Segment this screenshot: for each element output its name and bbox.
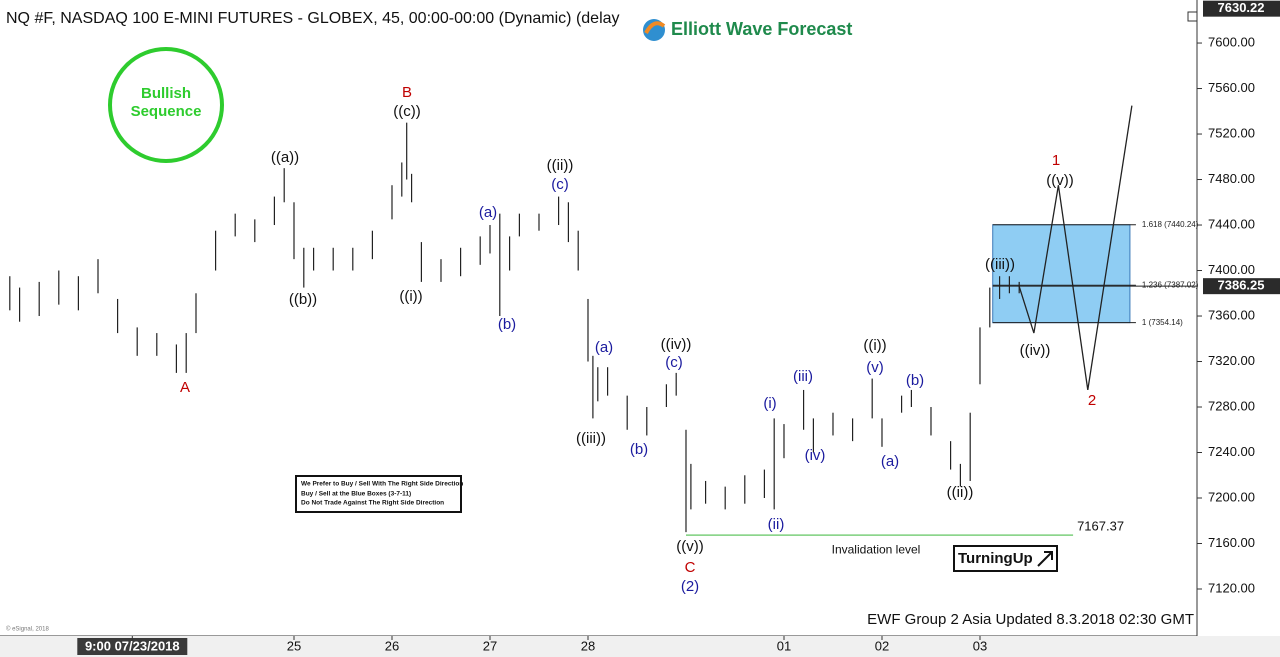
fib-label: 1.236 (7387.02): [1142, 280, 1199, 289]
x-tick-label: 03: [973, 638, 987, 653]
copyright: © eSignal, 2018: [6, 626, 49, 633]
logo-arrow: [1037, 551, 1053, 567]
x-tick-label: 01: [777, 638, 791, 653]
wave-label: ((ii)): [947, 484, 974, 501]
wave-label: ((v)): [1046, 172, 1073, 189]
badge-circle: [108, 47, 224, 163]
wave-label: ((a)): [271, 149, 299, 166]
wave-label: ((b)): [289, 291, 317, 308]
y-tick-label: 7480.00: [1208, 171, 1255, 186]
note-text: Buy / Sell at the Blue Boxes (3-7-11): [301, 491, 411, 498]
price-tag-label: 7630.22: [1218, 0, 1265, 15]
wave-label: C: [685, 559, 696, 576]
wave-label: 2: [1088, 392, 1096, 409]
fib-label: 1 (7354.14): [1142, 318, 1183, 327]
wave-label: B: [402, 84, 412, 101]
note-text: We Prefer to Buy / Sell With The Right S…: [301, 481, 463, 488]
projection-path: [1018, 105, 1133, 391]
price-tag-label: 7386.25: [1218, 278, 1265, 293]
y-tick-label: 7120.00: [1208, 580, 1255, 595]
wave-label: (a): [479, 204, 497, 221]
logo-box: [953, 545, 1058, 572]
badge-text: Sequence: [131, 103, 202, 120]
wave-label: ((c)): [393, 103, 420, 120]
wave-label: (b): [906, 372, 924, 389]
wave-label: ((ii)): [547, 157, 574, 174]
x-tick-label: 25: [287, 638, 301, 653]
invalidation-value: 7167.37: [1077, 519, 1124, 534]
wave-label: (v): [866, 359, 884, 376]
wave-label: ((iv)): [661, 336, 692, 353]
wave-label: (a): [881, 453, 899, 470]
y-tick-label: 7240.00: [1208, 444, 1255, 459]
x-tick-highlight: [77, 638, 188, 655]
fib-label: 1.618 (7440.24): [1142, 220, 1199, 229]
wave-label: ((iv)): [1020, 342, 1051, 359]
wave-label: (c): [665, 354, 683, 371]
note-box: [295, 475, 462, 513]
y-tick-label: 7280.00: [1208, 398, 1255, 413]
wave-label: ((i)): [399, 288, 422, 305]
wave-label: ((v)): [676, 538, 703, 555]
brand: Elliott Wave Forecast: [671, 19, 852, 39]
window-icon[interactable]: [1187, 11, 1198, 22]
wave-label: (c): [551, 176, 569, 193]
wave-label: ((i)): [863, 337, 886, 354]
x-tick-label: 27: [483, 638, 497, 653]
x-tick-label: 02: [875, 638, 889, 653]
y-tick-label: 7320.00: [1208, 353, 1255, 368]
price-tag: [1203, 278, 1280, 295]
x-tick-label: 9:00 07/23/2018: [85, 638, 180, 653]
wave-label: 1: [1052, 152, 1060, 169]
y-tick-label: 7560.00: [1208, 80, 1255, 95]
wave-label: (iv): [805, 447, 826, 464]
wave-label: (iii): [793, 368, 813, 385]
y-tick-label: 7520.00: [1208, 125, 1255, 140]
y-tick-label: 7160.00: [1208, 535, 1255, 550]
wave-label: (b): [498, 316, 516, 333]
note-text: Do Not Trade Against The Right Side Dire…: [301, 500, 444, 507]
wave-label: ((iii)): [576, 430, 606, 447]
y-tick-label: 7440.00: [1208, 216, 1255, 231]
wave-label: (b): [630, 441, 648, 458]
x-tick-label: 28: [581, 638, 595, 653]
chart-title: NQ #F, NASDAQ 100 E-MINI FUTURES - GLOBE…: [6, 10, 620, 27]
brand-bg: [640, 10, 872, 46]
brand-icon: [644, 21, 666, 34]
wave-label: (ii): [768, 516, 785, 533]
y-tick-label: 7360.00: [1208, 307, 1255, 322]
price-tag: [1203, 0, 1280, 17]
x-axis-bar: [0, 636, 1280, 657]
badge-text: Bullish: [141, 85, 191, 102]
wave-label: (i): [763, 395, 776, 412]
y-tick-label: 7600.00: [1208, 34, 1255, 49]
wave-label: A: [180, 379, 190, 396]
y-tick-label: 7400.00: [1208, 262, 1255, 277]
y-tick-label: 7200.00: [1208, 489, 1255, 504]
x-tick-label: 26: [385, 638, 399, 653]
invalidation-text: Invalidation level: [832, 542, 921, 556]
wave-label: (a): [595, 339, 613, 356]
footer: EWF Group 2 Asia Updated 8.3.2018 02:30 …: [867, 611, 1194, 628]
blue-box: [992, 224, 1131, 324]
logo: TurningUp: [958, 550, 1033, 567]
wave-label: ((iii)): [985, 256, 1015, 273]
wave-label: (2): [681, 578, 699, 595]
